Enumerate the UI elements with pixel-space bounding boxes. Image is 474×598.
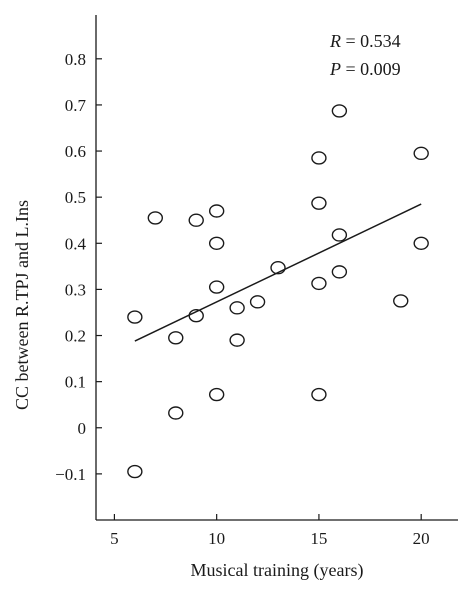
data-point bbox=[208, 280, 225, 294]
x-axis-title: Musical training (years) bbox=[191, 560, 364, 581]
data-point bbox=[188, 308, 204, 323]
data-point bbox=[393, 294, 409, 308]
x-tick-label: 5 bbox=[110, 529, 119, 548]
data-point bbox=[147, 211, 164, 225]
y-axis-title: CC between R.TPJ and L.Ins bbox=[12, 200, 32, 410]
r-value: = 0.534 bbox=[341, 31, 401, 51]
y-tick-label: 0.6 bbox=[65, 142, 86, 161]
data-point bbox=[127, 464, 143, 479]
data-point bbox=[311, 151, 327, 165]
data-point bbox=[168, 331, 184, 345]
data-point bbox=[331, 228, 348, 242]
r-annotation: R = 0.534 bbox=[329, 31, 401, 51]
y-tick-label: 0.8 bbox=[65, 50, 86, 69]
regression-line bbox=[134, 203, 422, 342]
data-point bbox=[249, 295, 266, 309]
data-point bbox=[413, 236, 429, 250]
data-point bbox=[229, 333, 245, 347]
data-point bbox=[331, 265, 348, 279]
p-annotation: P = 0.009 bbox=[329, 59, 401, 79]
data-point bbox=[311, 196, 327, 210]
r-symbol: R bbox=[329, 31, 341, 51]
data-point bbox=[311, 387, 327, 402]
data-point bbox=[208, 204, 225, 218]
data-point bbox=[208, 236, 225, 250]
x-tick-label: 15 bbox=[310, 529, 327, 548]
data-point bbox=[188, 213, 204, 227]
y-tick-label: −0.1 bbox=[55, 465, 86, 484]
y-ticks: −0.1 0 0.1 0.2 0.3 0.4 0.5 0.6 0.7 0.8 bbox=[55, 50, 102, 484]
data-point bbox=[270, 261, 286, 275]
y-tick-label: 0.5 bbox=[65, 188, 86, 207]
data-point bbox=[413, 146, 429, 161]
data-point bbox=[127, 310, 143, 324]
data-point bbox=[229, 301, 245, 315]
y-tick-label: 0.1 bbox=[65, 373, 86, 392]
y-tick-label: 0.3 bbox=[65, 280, 86, 299]
p-symbol: P bbox=[329, 59, 341, 79]
y-tick-label: 0 bbox=[78, 419, 87, 438]
y-tick-label: 0.4 bbox=[65, 234, 87, 253]
data-point bbox=[311, 276, 327, 291]
x-tick-label: 20 bbox=[413, 529, 430, 548]
data-point bbox=[168, 406, 184, 420]
axes bbox=[95, 15, 458, 521]
data-point bbox=[208, 387, 225, 402]
y-tick-label: 0.7 bbox=[65, 96, 87, 115]
x-ticks: 5 10 15 20 bbox=[110, 514, 430, 548]
x-tick-label: 10 bbox=[208, 529, 225, 548]
y-tick-label: 0.2 bbox=[65, 327, 86, 346]
data-points bbox=[127, 104, 429, 479]
p-value: = 0.009 bbox=[341, 59, 401, 79]
data-point bbox=[331, 104, 348, 118]
